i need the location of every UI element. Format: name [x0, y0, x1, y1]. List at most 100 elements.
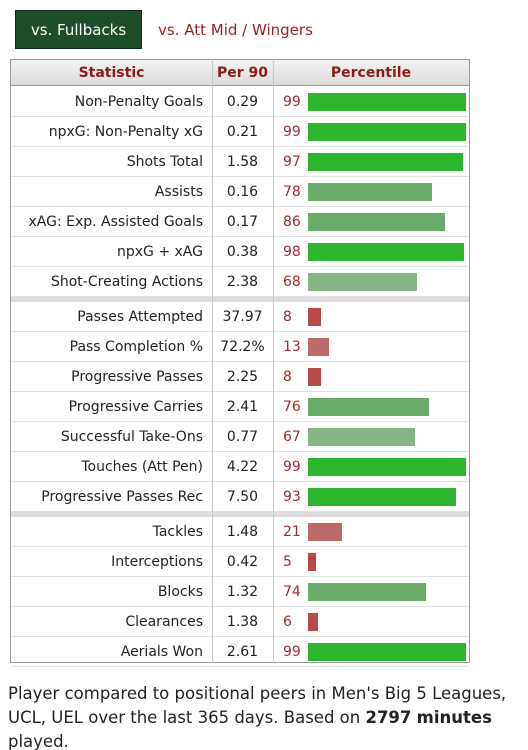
header-per90[interactable]: Per 90: [216, 65, 269, 81]
group-separator: [11, 297, 469, 302]
percentile-value: 99: [283, 94, 301, 110]
table-row: Progressive Carries 2.41 76: [11, 392, 469, 422]
percentile-bar: [308, 398, 429, 416]
column-divider: [212, 59, 213, 663]
stat-name: Tackles: [152, 524, 203, 540]
percentile-bar: [308, 613, 318, 631]
percentile-value: 86: [283, 214, 301, 230]
table-row: Clearances 1.38 6: [11, 607, 469, 637]
percentile-bar: [308, 488, 456, 506]
per90-value: 0.77: [226, 429, 259, 445]
stat-name: Shot-Creating Actions: [50, 274, 203, 290]
percentile-value: 5: [283, 554, 292, 570]
percentile-bar: [308, 553, 316, 571]
stat-name: Clearances: [125, 614, 203, 630]
percentile-bar: [308, 183, 432, 201]
percentile-bar: [308, 93, 466, 111]
per90-value: 1.38: [226, 614, 259, 630]
percentile-value: 76: [283, 399, 301, 415]
per90-value: 0.38: [226, 244, 259, 260]
percentile-bar: [308, 308, 321, 326]
table-row: Shot-Creating Actions 2.38 68: [11, 267, 469, 297]
table-row: Pass Completion % 72.2% 13: [11, 332, 469, 362]
percentile-bar: [308, 643, 466, 661]
table-row: Aerials Won 2.61 99: [11, 637, 469, 667]
percentile-value: 68: [283, 274, 301, 290]
percentile-value: 99: [283, 124, 301, 140]
per90-value: 0.16: [226, 184, 259, 200]
percentile-bar: [308, 338, 329, 356]
per90-value: 2.61: [226, 644, 259, 660]
group-separator: [11, 512, 469, 517]
percentile-value: 67: [283, 429, 301, 445]
percentile-bar: [308, 123, 466, 141]
per90-value: 2.38: [226, 274, 259, 290]
table-row: Blocks 1.32 74: [11, 577, 469, 607]
percentile-bar: [308, 583, 426, 601]
tab-vs-fullbacks[interactable]: vs. Fullbacks: [15, 10, 142, 49]
per90-value: 0.21: [226, 124, 259, 140]
table-row: Tackles 1.48 21: [11, 517, 469, 547]
footer-note: Player compared to positional peers in M…: [8, 682, 518, 750]
table-header: Statistic Per 90 Percentile: [11, 59, 469, 86]
percentile-value: 21: [283, 524, 301, 540]
percentile-value: 8: [283, 309, 292, 325]
stat-name: Aerials Won: [120, 644, 203, 660]
stat-name: Progressive Passes: [71, 369, 203, 385]
footer-text-end: played.: [8, 732, 69, 750]
stat-name: Touches (Att Pen): [81, 459, 203, 475]
stat-name: Progressive Carries: [68, 399, 203, 415]
percentile-bar: [308, 213, 445, 231]
percentile-value: 13: [283, 339, 301, 355]
stat-name: npxG + xAG: [117, 244, 203, 260]
table-row: Non-Penalty Goals 0.29 99: [11, 87, 469, 117]
tab-vs-att-mid-wingers[interactable]: vs. Att Mid / Wingers: [158, 20, 313, 39]
table-row: xAG: Exp. Assisted Goals 0.17 86: [11, 207, 469, 237]
per90-value: 1.48: [226, 524, 259, 540]
table-row: Successful Take-Ons 0.77 67: [11, 422, 469, 452]
table-row: Progressive Passes 2.25 8: [11, 362, 469, 392]
footer-text: Player compared to positional peers in M…: [8, 684, 507, 727]
percentile-value: 93: [283, 489, 301, 505]
percentile-value: 97: [283, 154, 301, 170]
stat-name: Successful Take-Ons: [60, 429, 203, 445]
stat-name: Shots Total: [126, 154, 203, 170]
percentile-table: Statistic Per 90 Percentile Non-Penalty …: [10, 59, 470, 667]
percentile-bar: [308, 458, 466, 476]
header-percentile[interactable]: Percentile: [330, 65, 412, 81]
table-row: Shots Total 1.58 97: [11, 147, 469, 177]
header-statistic[interactable]: Statistic: [78, 65, 145, 81]
percentile-value: 8: [283, 369, 292, 385]
percentile-value: 99: [283, 644, 301, 660]
per90-value: 0.29: [226, 94, 259, 110]
table-row: Touches (Att Pen) 4.22 99: [11, 452, 469, 482]
per90-value: 4.22: [226, 459, 259, 475]
per90-value: 2.25: [226, 369, 259, 385]
percentile-value: 99: [283, 459, 301, 475]
table-row: Interceptions 0.42 5: [11, 547, 469, 577]
table-row: npxG + xAG 0.38 98: [11, 237, 469, 267]
percentile-value: 98: [283, 244, 301, 260]
stat-name: Progressive Passes Rec: [41, 489, 203, 505]
per90-value: 0.42: [226, 554, 259, 570]
per90-value: 7.50: [226, 489, 259, 505]
per90-value: 37.97: [222, 309, 263, 325]
percentile-bar: [308, 243, 464, 261]
per90-value: 1.32: [226, 584, 259, 600]
percentile-bar: [308, 273, 417, 291]
stat-name: Passes Attempted: [77, 309, 203, 325]
per90-value: 0.17: [226, 214, 259, 230]
stat-name: Non-Penalty Goals: [74, 94, 203, 110]
stat-name: Assists: [154, 184, 203, 200]
table-row: Progressive Passes Rec 7.50 93: [11, 482, 469, 512]
table-row: Assists 0.16 78: [11, 177, 469, 207]
stat-name: Interceptions: [111, 554, 203, 570]
stat-name: xAG: Exp. Assisted Goals: [28, 214, 203, 230]
table-row: Passes Attempted 37.97 8: [11, 302, 469, 332]
stat-name: npxG: Non-Penalty xG: [48, 124, 203, 140]
percentile-bar: [308, 368, 321, 386]
percentile-value: 78: [283, 184, 301, 200]
percentile-bar: [308, 523, 342, 541]
footer-minutes-value: 2797: [365, 708, 412, 727]
table-row: npxG: Non-Penalty xG 0.21 99: [11, 117, 469, 147]
